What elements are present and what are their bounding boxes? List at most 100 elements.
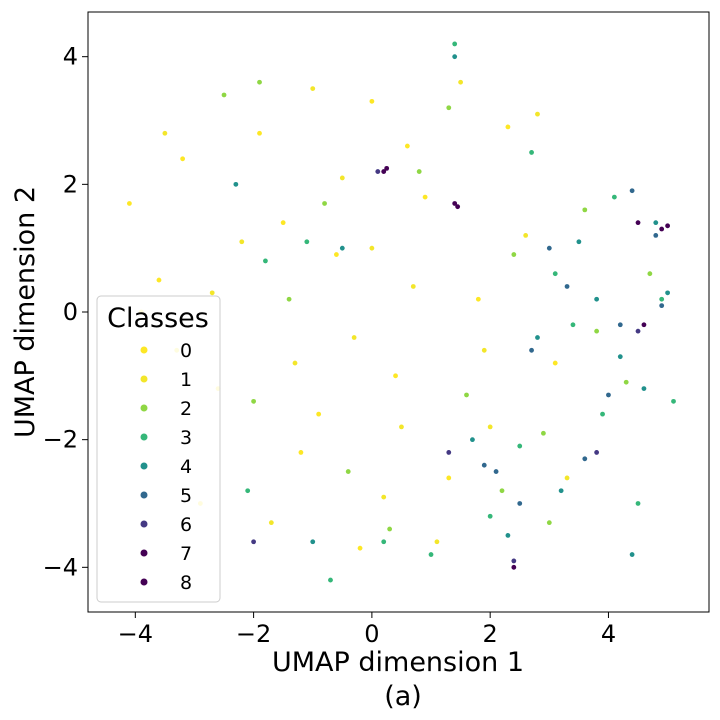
legend-label: 6: [180, 514, 192, 536]
point-class-0: [316, 411, 322, 417]
point-class-3: [245, 488, 251, 494]
points-layer: [126, 41, 676, 583]
point-class-7: [511, 564, 517, 570]
y-tick-label: 4: [63, 43, 78, 71]
legend-box: [96, 295, 221, 603]
legend-marker: [140, 549, 148, 557]
y-axis-title: UMAP dimension 2: [10, 186, 41, 438]
point-class-3: [570, 322, 576, 328]
point-class-3: [304, 239, 310, 245]
point-class-4: [594, 296, 600, 302]
point-class-0: [280, 220, 286, 226]
x-tick-label: 2: [483, 620, 498, 648]
point-class-6: [251, 539, 256, 545]
point-class-3: [552, 271, 558, 277]
point-class-1: [399, 424, 404, 430]
point-class-6: [446, 450, 452, 455]
point-class-0: [257, 130, 262, 136]
point-class-7: [659, 226, 665, 232]
point-class-5: [564, 284, 570, 289]
point-class-4: [233, 181, 239, 187]
point-class-0: [505, 124, 511, 130]
point-class-6: [511, 558, 517, 564]
x-tick-label: 4: [601, 620, 616, 648]
point-class-4: [641, 386, 647, 391]
point-class-2: [594, 328, 600, 334]
point-class-5: [617, 322, 623, 328]
point-class-1: [434, 539, 440, 545]
point-class-1: [410, 284, 416, 289]
x-tick-label: −4: [118, 620, 153, 648]
point-class-2: [464, 392, 469, 398]
legend-label: 3: [180, 427, 192, 449]
point-class-0: [422, 194, 428, 200]
legend-marker: [140, 462, 148, 470]
point-class-5: [659, 303, 665, 309]
point-class-3: [452, 41, 458, 47]
legend-marker: [140, 375, 148, 383]
legend-label: 1: [180, 369, 192, 391]
legend-title: Classes: [107, 303, 209, 334]
point-class-1: [209, 290, 215, 296]
point-class-5: [529, 347, 534, 353]
point-class-4: [617, 354, 623, 360]
point-class-0: [180, 156, 186, 162]
point-class-2: [541, 430, 546, 436]
point-class-1: [351, 335, 357, 340]
point-class-0: [357, 545, 363, 551]
point-class-4: [339, 245, 345, 251]
point-class-1: [369, 245, 375, 251]
point-class-5: [582, 456, 588, 462]
point-class-1: [239, 239, 245, 245]
point-class-5: [629, 188, 635, 194]
point-class-0: [393, 373, 398, 379]
point-class-1: [162, 130, 168, 136]
point-class-1: [268, 520, 274, 526]
legend-label: 8: [180, 572, 192, 594]
point-class-3: [328, 577, 333, 583]
point-class-2: [322, 201, 327, 206]
point-class-6: [594, 450, 600, 455]
point-class-3: [487, 513, 493, 519]
point-class-4: [653, 220, 659, 226]
point-class-1: [564, 475, 570, 481]
legend-label: 4: [180, 456, 192, 478]
point-class-0: [298, 450, 304, 455]
point-class-0: [552, 360, 558, 366]
legend-marker: [140, 578, 148, 586]
point-class-1: [339, 175, 345, 181]
point-class-4: [470, 437, 475, 443]
legend-marker: [140, 346, 148, 354]
figure-caption: (a): [384, 681, 422, 712]
x-tick-label: 0: [364, 620, 379, 648]
point-class-5: [493, 469, 499, 474]
y-tick-label: −4: [43, 553, 78, 581]
point-class-3: [659, 296, 665, 302]
y-tick-label: 0: [63, 298, 78, 326]
point-class-0: [369, 98, 375, 104]
legend: Classes 0 1 2 3 4 5 6 7 8: [96, 295, 221, 603]
point-class-2: [623, 379, 629, 385]
point-class-3: [671, 398, 676, 404]
point-class-2: [251, 398, 256, 404]
point-class-8: [455, 204, 461, 210]
point-class-3: [517, 443, 523, 449]
legend-label: 0: [180, 340, 192, 362]
point-class-3: [600, 411, 605, 417]
legend-marker: [140, 433, 148, 441]
point-class-1: [458, 79, 463, 85]
y-tick-label: 2: [63, 170, 78, 198]
x-axis: −4 −2 0 2 4: [118, 612, 616, 648]
point-class-1: [535, 111, 540, 117]
point-class-0: [126, 201, 132, 206]
point-class-4: [629, 552, 635, 557]
x-axis-title: UMAP dimension 1: [272, 647, 524, 678]
point-class-1: [310, 86, 316, 91]
point-class-2: [582, 207, 588, 213]
point-class-1: [292, 360, 298, 366]
point-class-8: [641, 322, 647, 328]
point-class-2: [221, 92, 227, 98]
point-class-4: [505, 533, 511, 538]
point-class-3: [428, 552, 434, 557]
